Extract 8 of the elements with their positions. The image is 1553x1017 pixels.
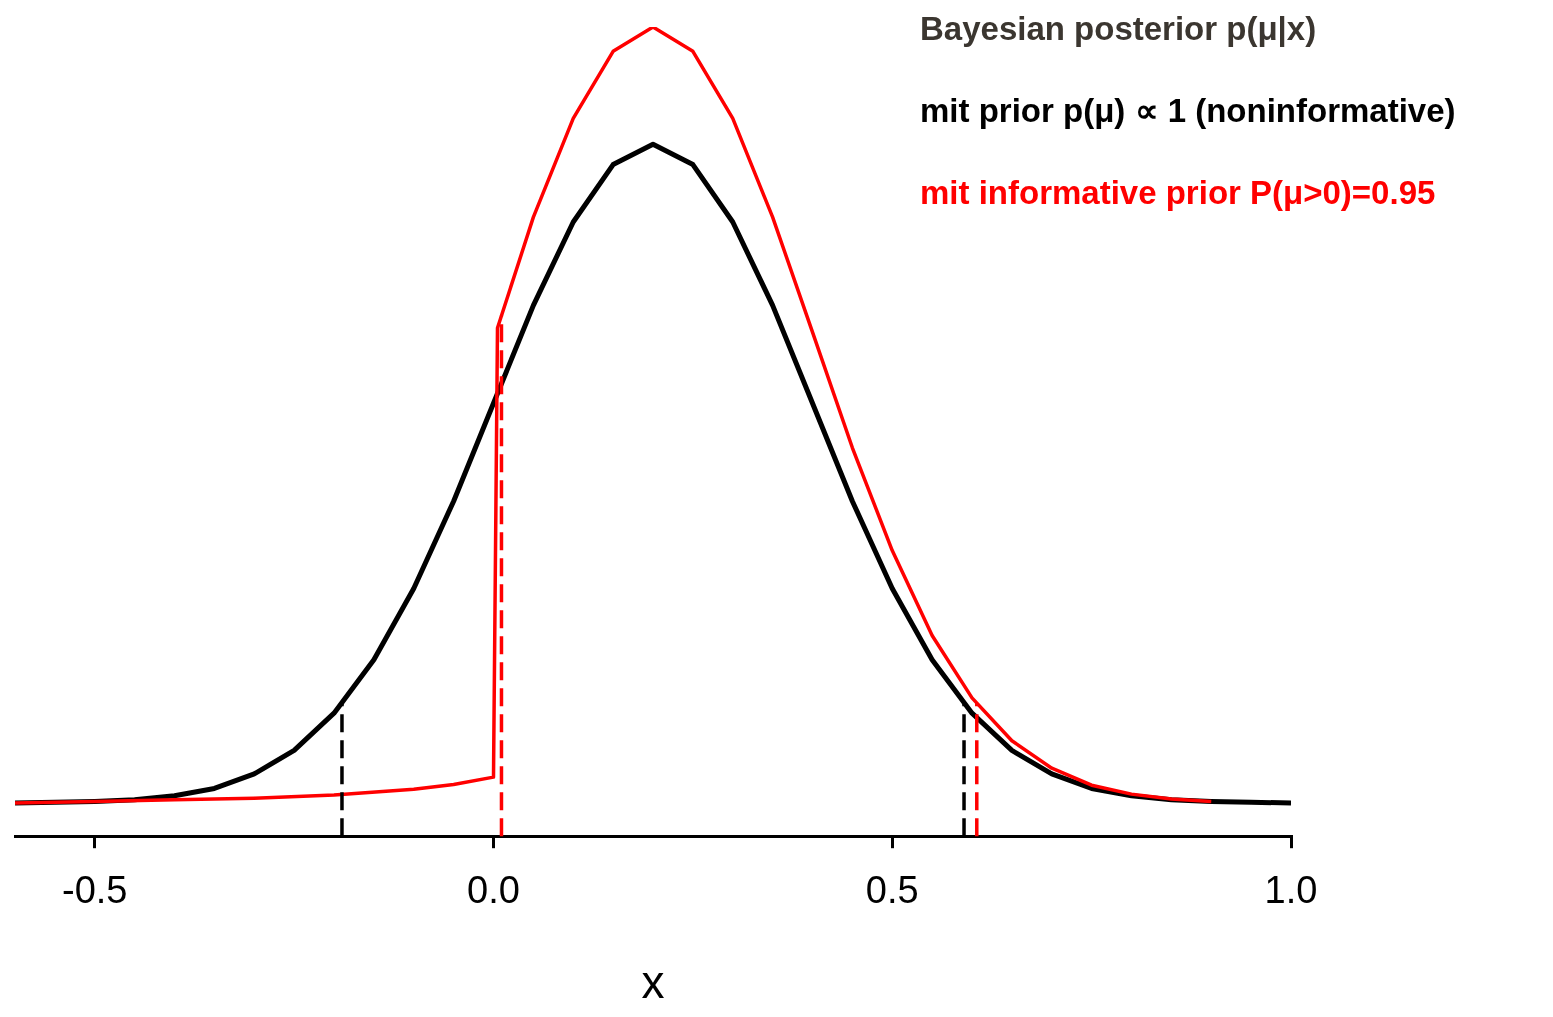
x-axis-title: x (641, 956, 665, 1009)
x-tick-label: 1.0 (1264, 869, 1318, 912)
x-tick-label: -0.5 (62, 869, 128, 912)
x-tick-label: 0.5 (865, 869, 919, 912)
x-tick-label: 0.0 (467, 869, 520, 912)
text: mit prior p(μ) ∝ 1 (noninformative) (920, 91, 1456, 131)
chart-title: Bayesian posterior p(μ|x) (920, 9, 1318, 49)
text: mit informative prior P(μ>0)=0.95 (920, 173, 1437, 213)
